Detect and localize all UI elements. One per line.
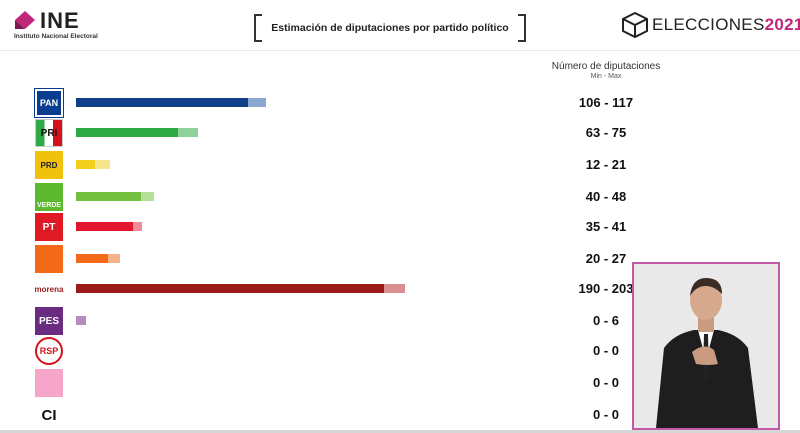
elecciones-brand: ELECCIONES2021 [622, 10, 800, 40]
ci-label: CI [35, 401, 63, 429]
party-row: PRD 12 - 21 [0, 150, 640, 180]
party-row: VERDE 40 - 48 [0, 182, 640, 212]
party-row: PRI 63 - 75 [0, 118, 640, 148]
range-label: 40 - 48 [585, 189, 627, 204]
range-label: 0 - 0 [592, 375, 619, 390]
presenter-figure-icon [634, 264, 778, 428]
range-label: 20 - 27 [585, 251, 627, 266]
party-row: CI 0 - 0 [0, 400, 640, 430]
bar-max [76, 316, 86, 325]
bar-min [76, 192, 141, 201]
page-title: Estimación de diputaciones por partido p… [271, 22, 509, 34]
title-frame: Estimación de diputaciones por partido p… [254, 14, 526, 42]
pri-logo: PRI [35, 119, 63, 147]
bar-min [76, 128, 179, 137]
party-row: morena 190 - 203 [0, 274, 640, 304]
range-column-header: Número de diputaciones Min - Max [536, 61, 676, 80]
fxm-logo [35, 369, 63, 397]
party-row: PES 0 - 6 [0, 306, 640, 336]
brand-main: ELECCIONES [652, 15, 765, 34]
bar-min [76, 160, 96, 169]
bar-min [76, 98, 248, 107]
party-row: 0 - 0 [0, 368, 640, 398]
ine-logo: INE Instituto Nacional Electoral [12, 8, 122, 44]
rsp-logo: RSP [35, 337, 63, 365]
pt-logo: PT [35, 213, 63, 241]
range-label: 0 - 0 [592, 407, 619, 422]
range-label: 190 - 203 [578, 281, 634, 296]
bar-min [76, 284, 384, 293]
verde-logo: VERDE [35, 183, 63, 211]
ine-name: INE [40, 8, 80, 33]
mc-logo [35, 245, 63, 273]
party-row: RSP 0 - 0 [0, 336, 640, 366]
party-row: PT 35 - 41 [0, 212, 640, 242]
ine-subtitle: Instituto Nacional Electoral [14, 33, 98, 40]
party-row: PAN 106 - 117 [0, 88, 640, 118]
range-label: 63 - 75 [585, 125, 627, 140]
brand-text: ELECCIONES2021 [652, 15, 800, 35]
range-label: 0 - 6 [592, 313, 619, 328]
pes-logo: PES [35, 307, 63, 335]
bar-min [76, 254, 109, 263]
pan-logo: PAN [34, 88, 64, 118]
range-label: 35 - 41 [585, 219, 627, 234]
range-label: 12 - 21 [585, 157, 627, 172]
party-row: 20 - 27 [0, 244, 640, 274]
presenter-video [632, 262, 780, 430]
bar-min [76, 222, 133, 231]
morena-logo: morena [32, 275, 66, 303]
range-label: 0 - 0 [592, 343, 619, 358]
ine-mark-icon [15, 11, 35, 29]
prd-logo: PRD [35, 151, 63, 179]
bottom-strip [0, 430, 800, 433]
brand-year: 2021 [764, 15, 800, 34]
header: INE Instituto Nacional Electoral Estimac… [0, 0, 800, 50]
range-label: 106 - 117 [578, 95, 634, 110]
header-divider [0, 50, 800, 51]
cube-icon [622, 12, 648, 38]
range-column-title: Número de diputaciones [551, 61, 661, 72]
range-column-subtitle: Min - Max [590, 73, 622, 80]
